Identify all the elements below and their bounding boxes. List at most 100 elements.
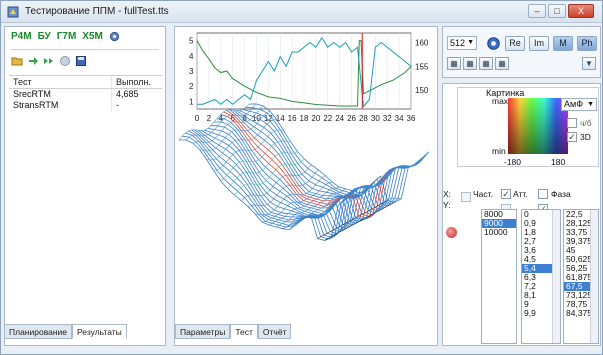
column-header-test[interactable]: Тест <box>13 77 32 87</box>
list-item[interactable]: 56,25 <box>566 263 588 273</box>
tab-parameters[interactable]: Параметры <box>175 324 231 339</box>
view-toggle-1-icon[interactable]: ▦ <box>447 57 461 70</box>
close-button[interactable]: X <box>568 4 594 18</box>
surface-column-line <box>178 103 250 141</box>
freq-listbox[interactable]: 8000 9000 10000 <box>481 209 517 344</box>
view-toggle-4-icon[interactable]: ▦ <box>495 57 509 70</box>
phase-listbox[interactable]: 22,5 28,125 33,75 39,375 45 50,625 56,25… <box>563 209 599 344</box>
x-tick-label: 2 <box>207 114 212 123</box>
mode-re-button[interactable]: Re <box>505 36 525 51</box>
left-panel: P4M БУ Г7М Х5М Тест Выполн. SrecRTM 4 <box>4 26 166 346</box>
mode-m-button[interactable]: M <box>553 36 573 51</box>
surface-column-line <box>351 157 423 194</box>
right-panel: 512 ▼ Re Im M Ph ▦ ▦ ▦ ▦ ▼ Картинка max … <box>442 26 601 346</box>
checkbox-att[interactable]: ✓ <box>501 189 511 199</box>
phase-scrollbar[interactable] <box>590 210 598 343</box>
test-value: 4,685 <box>111 89 161 100</box>
list-item[interactable]: 10000 <box>484 227 508 237</box>
checkbox-3d[interactable]: ✓ <box>567 132 577 142</box>
list-item[interactable]: 2,7 <box>524 236 536 246</box>
module-tab-g7m[interactable]: Г7М <box>56 31 77 42</box>
surface-column-line <box>248 169 319 208</box>
list-item[interactable]: 78,75 <box>566 299 588 309</box>
att-scrollbar[interactable] <box>552 210 560 343</box>
x-tick-label: 26 <box>347 114 356 123</box>
list-item[interactable]: 67,5 <box>564 282 598 291</box>
list-item[interactable]: 0,9 <box>524 218 536 228</box>
list-item[interactable]: 73,125 <box>566 290 592 300</box>
save-icon[interactable] <box>75 55 87 67</box>
list-item[interactable]: 9 <box>524 299 529 309</box>
list-item[interactable]: 0 <box>524 209 529 219</box>
list-item[interactable]: 7,2 <box>524 281 536 291</box>
x-coord-label: X: <box>443 189 452 199</box>
x-tick-label: 36 <box>407 114 416 123</box>
x-tick-label: 8 <box>242 114 247 123</box>
mode-ph-button[interactable]: Ph <box>577 36 597 51</box>
mode-im-button[interactable]: Im <box>529 36 549 51</box>
list-item[interactable]: 9,9 <box>524 308 536 318</box>
surface-column-line <box>192 105 264 144</box>
x-tick-label: 14 <box>276 114 285 123</box>
view-toggle-2-icon[interactable]: ▦ <box>463 57 477 70</box>
info-icon[interactable] <box>487 37 500 50</box>
x-tick-label: 30 <box>371 114 380 123</box>
list-item[interactable]: 6,3 <box>524 272 536 282</box>
column-header-done[interactable]: Выполн. <box>111 76 161 88</box>
chevron-down-icon: ▼ <box>587 101 594 108</box>
size-select[interactable]: 512 ▼ <box>447 36 477 50</box>
filter-icon[interactable]: ▼ <box>582 57 596 70</box>
list-item[interactable]: 8,1 <box>524 290 536 300</box>
list-item[interactable]: 28,125 <box>566 218 592 228</box>
step-arrow-icon[interactable] <box>27 55 39 67</box>
maximize-button[interactable]: □ <box>548 4 566 18</box>
y-coord-label: Y: <box>443 200 451 210</box>
run-all-icon[interactable] <box>43 55 55 67</box>
chevron-down-icon: ▼ <box>467 39 474 46</box>
list-item[interactable]: 1,8 <box>524 227 536 237</box>
att-listbox[interactable]: 0 0,9 1,8 2,7 3,6 4,5 5,4 6,3 7,2 8,1 9 … <box>521 209 561 344</box>
surface-column-line <box>185 103 257 141</box>
checkbox-phase[interactable] <box>538 189 548 199</box>
stop-icon[interactable] <box>59 55 71 67</box>
surface-column-line <box>310 175 381 216</box>
title-bar[interactable]: Тестирование ППМ - fullTest.tts – □ X <box>1 1 602 23</box>
tab-test[interactable]: Тест <box>230 324 258 339</box>
list-item[interactable]: 50,625 <box>566 254 592 264</box>
list-item[interactable]: 5,4 <box>522 264 560 273</box>
checkbox-freq[interactable] <box>461 192 471 202</box>
amp-phase-select[interactable]: АмФ ▼ <box>561 98 597 111</box>
minimize-button[interactable]: – <box>528 4 546 18</box>
list-item[interactable]: 22,5 <box>566 209 583 219</box>
open-folder-icon[interactable] <box>11 55 23 67</box>
list-item[interactable]: 4,5 <box>524 254 536 264</box>
module-tab-bu[interactable]: БУ <box>37 31 51 42</box>
tab-report[interactable]: Отчёт <box>257 324 292 339</box>
gear-icon[interactable] <box>109 31 120 42</box>
test-value: - <box>111 100 161 111</box>
checkbox-wb[interactable] <box>567 118 577 128</box>
surface-column-line <box>199 110 270 151</box>
module-tab-x5m[interactable]: Х5М <box>82 31 103 42</box>
list-item[interactable]: 39,375 <box>566 236 592 246</box>
left-tick-label: 5 <box>189 37 194 46</box>
tab-planning[interactable]: Планирование <box>4 324 73 339</box>
view-toggle-3-icon[interactable]: ▦ <box>479 57 493 70</box>
list-item[interactable]: 3,6 <box>524 245 536 255</box>
x-tick-label: 24 <box>335 114 344 123</box>
list-item[interactable]: 33,75 <box>566 227 588 237</box>
module-tab-p4m[interactable]: P4M <box>11 31 32 42</box>
table-row[interactable]: StransRTM - <box>9 100 162 111</box>
list-item[interactable]: 84,375 <box>566 308 592 318</box>
list-item[interactable]: 9000 <box>482 219 516 228</box>
list-item[interactable]: 8000 <box>484 209 503 219</box>
tab-results[interactable]: Результаты <box>72 324 127 339</box>
table-row[interactable]: SrecRTM 4,685 <box>9 89 162 100</box>
list-item[interactable]: 61,875 <box>566 272 592 282</box>
record-icon[interactable] <box>446 227 457 238</box>
surface-column-line <box>262 181 333 223</box>
surface-column-line <box>213 129 284 171</box>
color-palette[interactable] <box>508 98 568 154</box>
right-tick-label: 155 <box>415 62 429 71</box>
list-item[interactable]: 45 <box>566 245 576 255</box>
